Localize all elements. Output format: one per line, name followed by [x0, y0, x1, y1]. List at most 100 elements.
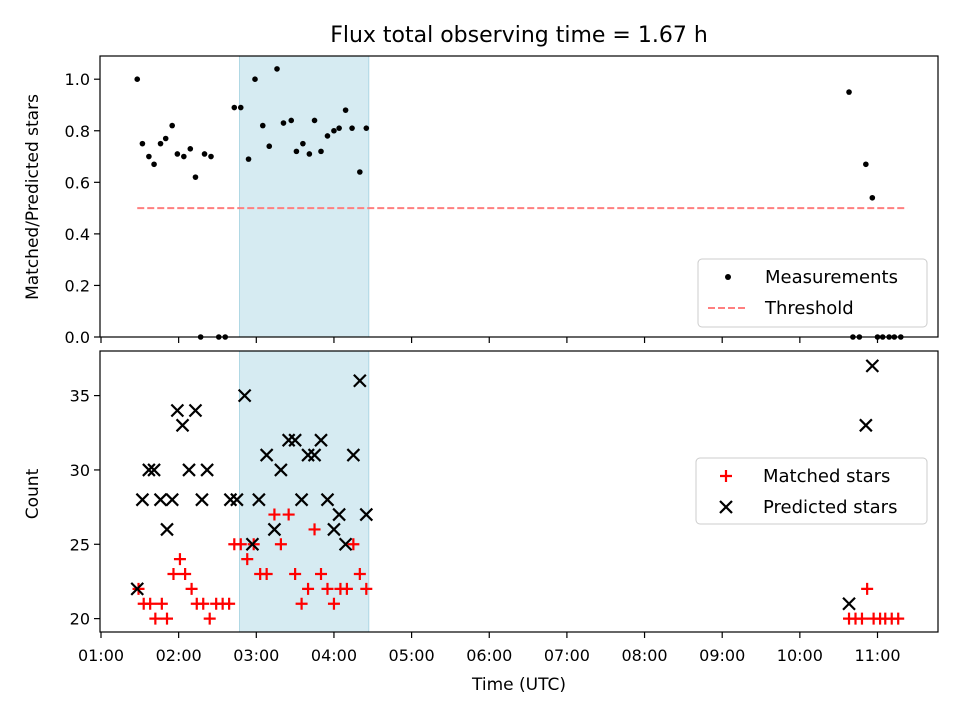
- top-highlight-span: [239, 55, 370, 338]
- predicted-star-point: [353, 373, 367, 388]
- measurement-point: [306, 151, 313, 157]
- predicted-star-point: [135, 492, 150, 507]
- measurement-point: [349, 125, 355, 131]
- predicted-star-point: [175, 418, 190, 433]
- matched-star-point: [353, 568, 366, 581]
- x-tick-label: 09:00: [699, 646, 745, 665]
- matched-star-point: [892, 612, 905, 625]
- legend-matched-marker: [720, 470, 732, 482]
- x-axis-label: Time (UTC): [471, 675, 566, 695]
- measurement-point: [318, 148, 324, 155]
- x-tick-label: 01:00: [78, 646, 124, 665]
- matched-star-point: [268, 508, 281, 521]
- bottom-y-tick-label: 20: [70, 610, 90, 629]
- top-axes-frame: [99, 55, 939, 338]
- matched-star-point: [308, 523, 321, 536]
- matched-star-point: [282, 508, 295, 521]
- legend-matched-label: Matched stars: [763, 466, 890, 487]
- predicted-star-point: [332, 507, 346, 522]
- predicted-star-point: [359, 507, 374, 522]
- predicted-star-point: [842, 596, 856, 611]
- predicted-star-point: [346, 448, 361, 462]
- matched-star-point: [149, 612, 162, 625]
- top-y-tick-label: 0.2: [65, 276, 90, 295]
- matched-star-point: [179, 568, 192, 581]
- measurement-point: [192, 174, 199, 180]
- matched-star-point: [340, 582, 353, 595]
- matched-star-point: [855, 612, 868, 625]
- matched-star-point: [173, 553, 186, 566]
- bottom-x-axis: 01:00 02:00 03:00 04:00 05:00 06:00 07:00 08:00…: [78, 632, 901, 665]
- predicted-star-point: [859, 418, 873, 433]
- legend-threshold-label: Threshold: [764, 298, 854, 319]
- bottom-plot-area: [130, 359, 905, 625]
- measurement-point: [336, 125, 342, 131]
- predicted-star-point: [245, 537, 260, 552]
- top-panel: 0.0 0.2 0.4 0.6 0.8 1.0 Matched/Predicted sta…: [23, 55, 939, 347]
- x-tick-label: 02:00: [156, 646, 202, 665]
- predicted-star-point: [165, 492, 179, 507]
- matched-star-point: [155, 597, 168, 610]
- predicted-star-point: [865, 359, 880, 373]
- legend-predicted-label: Predicted stars: [763, 497, 897, 518]
- bottom-y-axis: 20 25 30 35: [70, 387, 100, 629]
- measurement-point: [266, 143, 273, 150]
- measurement-point: [311, 117, 318, 124]
- matched-star-point: [260, 568, 273, 581]
- x-tick-label: 05:00: [389, 646, 435, 665]
- x-tick-label: 03:00: [233, 646, 279, 665]
- predicted-star-point: [307, 448, 322, 462]
- matched-star-point: [289, 568, 302, 581]
- top-y-tick-label: 0.6: [65, 173, 90, 192]
- bottom-y-tick-label: 35: [70, 387, 90, 406]
- bottom-legend-box: [695, 457, 928, 525]
- measurement-point: [174, 151, 181, 157]
- predicted-star-point: [147, 463, 161, 477]
- top-y-tick-label: 1.0: [65, 70, 90, 89]
- measurement-point: [846, 89, 852, 95]
- matched-star-point: [144, 597, 157, 610]
- predicted-star-point: [288, 433, 302, 447]
- matched-star-point: [321, 582, 334, 595]
- legend-measurements-label: Measurements: [765, 267, 898, 288]
- measurement-point: [181, 153, 187, 160]
- x-tick-label: 10:00: [777, 646, 823, 665]
- top-y-label: Matched/Predicted stars: [23, 94, 43, 300]
- matched-star-point: [161, 612, 174, 625]
- matched-star-point: [315, 568, 328, 581]
- measurement-point: [162, 135, 169, 142]
- matched-star-point: [203, 612, 216, 625]
- matched-star-point: [167, 568, 180, 581]
- measurement-point: [231, 104, 238, 111]
- matched-star-point: [234, 538, 247, 551]
- predicted-star-point: [170, 403, 185, 418]
- measurement-point: [342, 107, 349, 113]
- x-tick-label: 08:00: [621, 646, 667, 665]
- predicted-star-point: [195, 492, 209, 507]
- predicted-star-point: [294, 492, 309, 507]
- bottom-legend: Matched stars Predicted stars: [695, 457, 928, 525]
- predicted-star-point: [314, 433, 328, 447]
- measurement-point: [146, 153, 152, 160]
- predicted-star-point: [274, 463, 288, 477]
- chart-title: Flux total observing time = 1.67 h: [330, 23, 708, 48]
- measurement-point: [293, 148, 300, 155]
- measurement-point: [869, 194, 876, 201]
- measurement-point: [288, 117, 295, 124]
- matched-star-point: [861, 582, 874, 595]
- x-tick-label: 04:00: [311, 646, 357, 665]
- measurement-point: [169, 122, 175, 129]
- measurement-point: [324, 133, 331, 139]
- matched-star-point: [223, 597, 236, 610]
- predicted-star-point: [237, 388, 252, 403]
- legend-predicted-marker: [719, 500, 733, 514]
- measurement-point: [863, 161, 869, 168]
- measurement-point: [331, 127, 337, 134]
- top-y-axis: 0.0 0.2 0.4 0.6 0.8 1.0: [65, 70, 100, 347]
- top-legend-box: [697, 258, 928, 328]
- measurement-point: [139, 140, 146, 147]
- predicted-star-point: [338, 537, 353, 552]
- measurement-point: [363, 125, 370, 131]
